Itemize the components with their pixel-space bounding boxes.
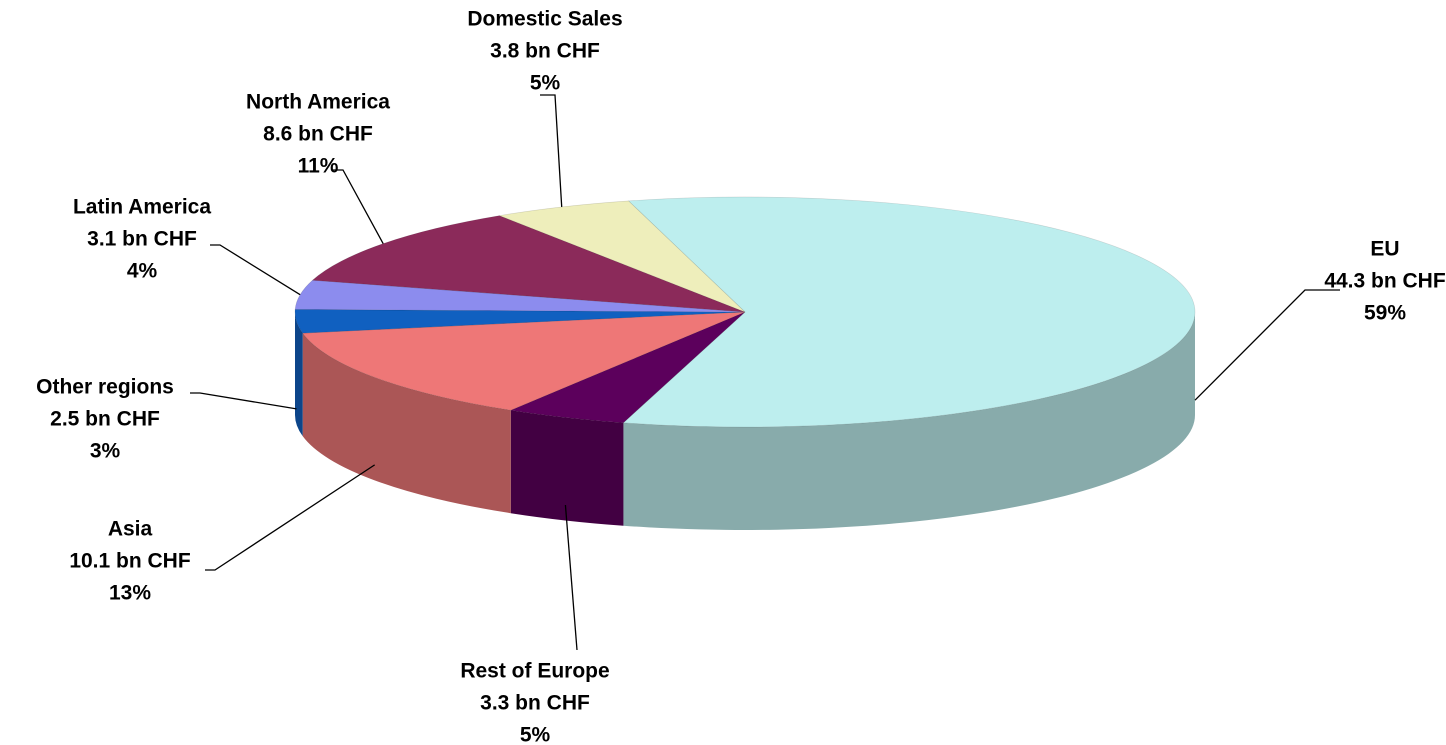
percent-label: 5% xyxy=(520,724,551,745)
leader-line xyxy=(205,464,376,571)
value-label: 2.5 bn CHF xyxy=(50,408,160,431)
percent-label: 11% xyxy=(298,155,339,178)
value-label: 3.8 bn CHF xyxy=(490,40,600,63)
leader-line xyxy=(540,94,563,208)
slice-label: Domestic Sales xyxy=(467,8,622,31)
value-label: 3.1 bn CHF xyxy=(87,228,197,251)
slice-label: Other regions xyxy=(36,376,174,399)
value-label: 8.6 bn CHF xyxy=(263,123,373,146)
slice-label: Rest of Europe xyxy=(460,660,609,683)
slice-side xyxy=(295,312,303,437)
slice-side xyxy=(623,312,1196,530)
slice xyxy=(622,196,1196,428)
percent-label: 3% xyxy=(90,440,121,463)
slice xyxy=(294,279,746,313)
percent-label: 5% xyxy=(530,72,561,95)
leader-line xyxy=(564,504,578,651)
slice xyxy=(509,311,746,424)
slice-label: Latin America xyxy=(73,196,211,219)
value-label: 3.3 bn CHF xyxy=(480,692,590,715)
slice-label: North America xyxy=(246,91,390,114)
slice-label: Asia xyxy=(108,518,153,541)
pie-sides xyxy=(295,312,1196,530)
leader-line xyxy=(190,392,297,410)
slice xyxy=(294,309,746,334)
leader-line xyxy=(1194,289,1340,401)
leader-line xyxy=(333,169,384,244)
slice xyxy=(302,311,746,411)
slice xyxy=(311,215,746,313)
percent-label: 13% xyxy=(109,582,151,605)
slice-label: EU xyxy=(1370,238,1399,261)
percent-label: 4% xyxy=(127,260,158,283)
slice xyxy=(498,200,746,313)
slice-side xyxy=(510,410,624,526)
leader-line xyxy=(210,244,301,296)
slice-side xyxy=(302,333,511,514)
value-label: 44.3 bn CHF xyxy=(1324,270,1446,293)
value-label: 10.1 bn CHF xyxy=(69,550,191,573)
percent-label: 59% xyxy=(1364,302,1406,325)
